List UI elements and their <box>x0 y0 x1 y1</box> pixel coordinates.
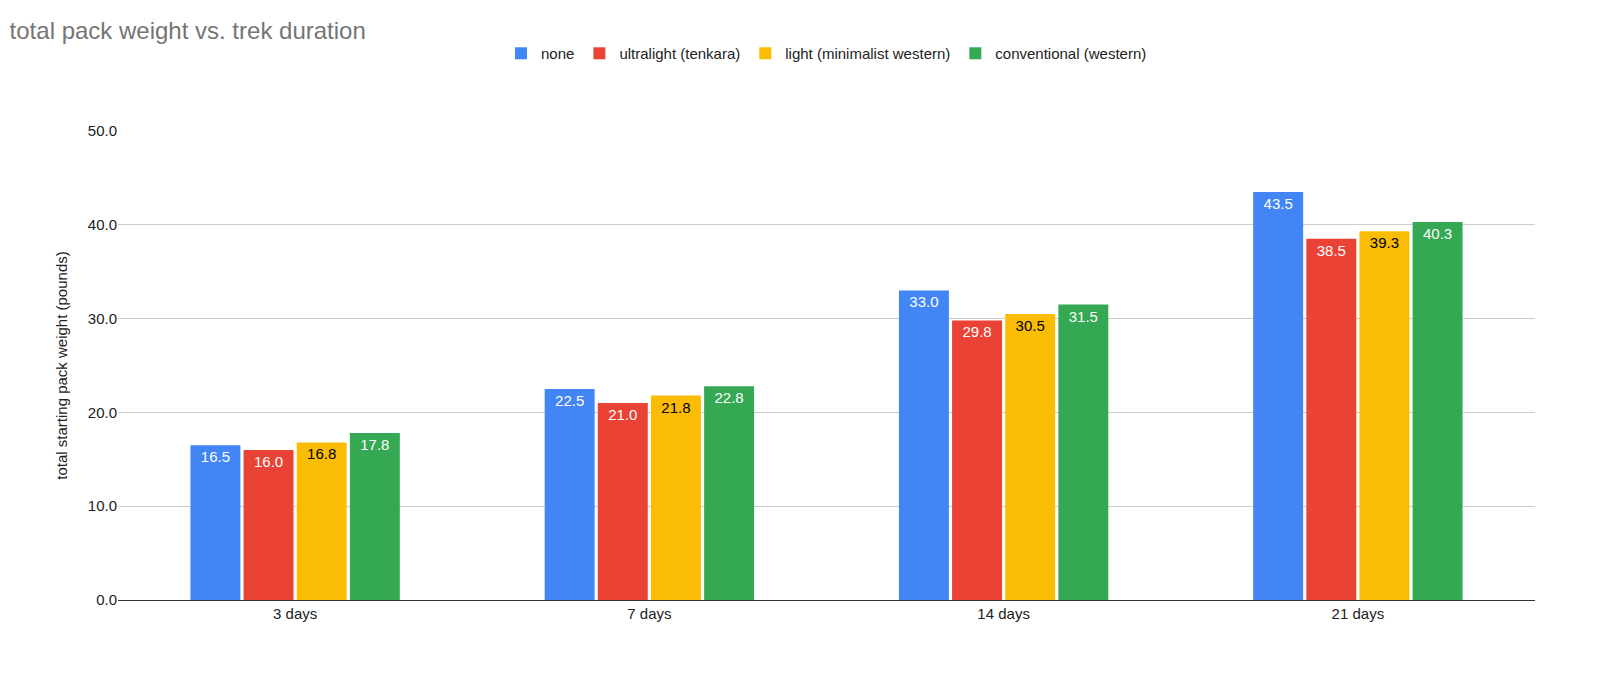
svg-text:40.3: 40.3 <box>1423 225 1452 242</box>
svg-text:14 days: 14 days <box>977 605 1030 622</box>
svg-text:22.5: 22.5 <box>555 392 584 409</box>
svg-text:10.0: 10.0 <box>88 497 117 514</box>
svg-text:40.0: 40.0 <box>88 216 117 233</box>
svg-text:0.0: 0.0 <box>96 591 117 608</box>
svg-text:17.8: 17.8 <box>360 436 389 453</box>
svg-text:3 days: 3 days <box>273 605 317 622</box>
svg-text:31.5: 31.5 <box>1069 308 1098 325</box>
svg-text:16.8: 16.8 <box>307 445 336 462</box>
svg-text:16.0: 16.0 <box>254 453 283 470</box>
svg-text:conventional (western): conventional (western) <box>995 45 1146 62</box>
svg-text:50.0: 50.0 <box>88 122 117 139</box>
svg-text:light (minimalist western): light (minimalist western) <box>785 45 950 62</box>
svg-text:29.8: 29.8 <box>962 323 991 340</box>
svg-text:7 days: 7 days <box>627 605 671 622</box>
svg-text:30.5: 30.5 <box>1016 317 1045 334</box>
svg-text:none: none <box>541 45 574 62</box>
svg-text:38.5: 38.5 <box>1317 242 1346 259</box>
svg-text:total starting pack weight (po: total starting pack weight (pounds) <box>53 251 70 479</box>
svg-text:21.0: 21.0 <box>608 406 637 423</box>
svg-text:22.8: 22.8 <box>714 389 743 406</box>
svg-text:21.8: 21.8 <box>661 399 690 416</box>
svg-text:20.0: 20.0 <box>88 404 117 421</box>
svg-text:39.3: 39.3 <box>1370 234 1399 251</box>
svg-text:16.5: 16.5 <box>201 448 230 465</box>
svg-text:ultralight (tenkara): ultralight (tenkara) <box>619 45 740 62</box>
svg-text:33.0: 33.0 <box>909 293 938 310</box>
svg-text:43.5: 43.5 <box>1264 195 1293 212</box>
svg-text:30.0: 30.0 <box>88 310 117 327</box>
svg-text:21 days: 21 days <box>1332 605 1385 622</box>
svg-text:total pack weight vs. trek dur: total pack weight vs. trek duration <box>10 17 366 44</box>
